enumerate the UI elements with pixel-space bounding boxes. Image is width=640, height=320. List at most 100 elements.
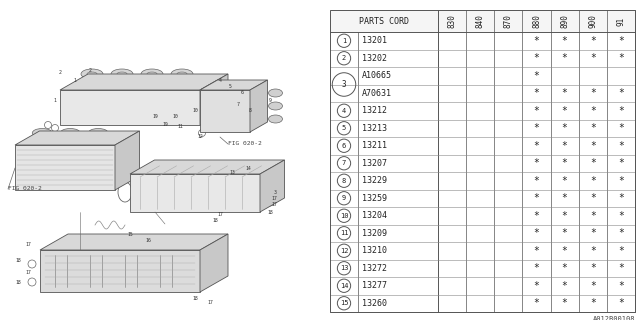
Text: *: *	[590, 53, 596, 63]
Ellipse shape	[32, 129, 52, 138]
Text: 2: 2	[88, 68, 92, 73]
Text: *: *	[562, 281, 568, 291]
Text: 6: 6	[241, 90, 243, 94]
Ellipse shape	[177, 72, 187, 76]
Text: 18: 18	[15, 258, 21, 262]
Polygon shape	[40, 250, 200, 292]
Text: 16: 16	[145, 237, 151, 243]
Polygon shape	[200, 90, 250, 132]
Text: *: *	[618, 281, 624, 291]
Text: *: *	[590, 263, 596, 273]
Text: 7: 7	[342, 160, 346, 166]
Text: 10: 10	[192, 108, 198, 113]
Text: *: *	[562, 176, 568, 186]
Text: *: *	[562, 141, 568, 151]
Text: 18: 18	[212, 218, 218, 222]
Text: 13204: 13204	[362, 211, 387, 220]
Text: 13277: 13277	[362, 281, 387, 290]
Polygon shape	[130, 160, 285, 174]
Text: 4: 4	[219, 77, 221, 83]
Text: 18: 18	[192, 295, 198, 300]
Ellipse shape	[117, 72, 127, 76]
Text: 13213: 13213	[362, 124, 387, 133]
Text: 13272: 13272	[362, 264, 387, 273]
Text: *: *	[590, 246, 596, 256]
Text: *: *	[618, 53, 624, 63]
Text: A10665: A10665	[362, 71, 392, 80]
Text: 15: 15	[127, 233, 133, 237]
Text: 1: 1	[54, 98, 56, 102]
Text: 10: 10	[172, 115, 178, 119]
Text: *: *	[562, 88, 568, 98]
Polygon shape	[60, 90, 200, 125]
Text: *: *	[534, 211, 540, 221]
Text: *: *	[562, 246, 568, 256]
Ellipse shape	[81, 69, 103, 79]
Text: 6: 6	[342, 143, 346, 149]
Text: 1: 1	[342, 38, 346, 44]
Text: *: *	[618, 211, 624, 221]
Text: PARTS CORD: PARTS CORD	[359, 17, 409, 26]
Polygon shape	[40, 234, 228, 250]
Ellipse shape	[269, 89, 282, 97]
Text: *: *	[590, 88, 596, 98]
Text: 1: 1	[74, 77, 76, 83]
Text: *: *	[590, 158, 596, 168]
Circle shape	[268, 192, 272, 196]
Text: 13207: 13207	[362, 159, 387, 168]
Text: *: *	[562, 123, 568, 133]
Text: 890: 890	[560, 14, 569, 28]
Text: *: *	[534, 88, 540, 98]
Text: 19: 19	[152, 115, 158, 119]
Polygon shape	[60, 74, 228, 90]
Ellipse shape	[111, 69, 133, 79]
Text: *: *	[590, 176, 596, 186]
Ellipse shape	[269, 115, 282, 123]
Text: *: *	[534, 123, 540, 133]
Text: 830: 830	[447, 14, 456, 28]
Text: *: *	[562, 193, 568, 203]
Text: 840: 840	[476, 14, 484, 28]
Text: *: *	[534, 141, 540, 151]
Text: *: *	[562, 298, 568, 308]
Text: 13201: 13201	[362, 36, 387, 45]
Text: FIG 020-2: FIG 020-2	[228, 141, 262, 146]
Text: A70631: A70631	[362, 89, 392, 98]
Text: 17: 17	[217, 212, 223, 218]
Text: A012B00108: A012B00108	[593, 316, 635, 320]
Text: *: *	[534, 106, 540, 116]
Ellipse shape	[60, 129, 80, 138]
Polygon shape	[260, 160, 285, 212]
Text: 13209: 13209	[362, 229, 387, 238]
Text: 12: 12	[340, 248, 348, 254]
Ellipse shape	[141, 69, 163, 79]
Text: *: *	[618, 176, 624, 186]
Text: *: *	[590, 228, 596, 238]
Circle shape	[268, 200, 272, 204]
Text: 17: 17	[25, 243, 31, 247]
Text: 14: 14	[340, 283, 348, 289]
Text: *: *	[618, 158, 624, 168]
Text: 880: 880	[532, 14, 541, 28]
Text: 4: 4	[342, 108, 346, 114]
Polygon shape	[200, 80, 268, 90]
Circle shape	[268, 178, 272, 182]
Text: 13211: 13211	[362, 141, 387, 150]
Polygon shape	[250, 80, 268, 132]
Text: 13212: 13212	[362, 106, 387, 115]
Text: 5: 5	[228, 84, 232, 90]
Text: *: *	[590, 106, 596, 116]
Text: *: *	[618, 88, 624, 98]
Text: *: *	[618, 263, 624, 273]
Text: *: *	[534, 228, 540, 238]
Ellipse shape	[269, 102, 282, 110]
Text: *: *	[618, 141, 624, 151]
Text: 5: 5	[342, 125, 346, 131]
Text: 3: 3	[273, 189, 276, 195]
Text: 18: 18	[15, 279, 21, 284]
Text: 11: 11	[340, 230, 348, 236]
Text: *: *	[534, 176, 540, 186]
Text: 9: 9	[269, 98, 271, 102]
Text: 13202: 13202	[362, 54, 387, 63]
Text: 13: 13	[340, 265, 348, 271]
